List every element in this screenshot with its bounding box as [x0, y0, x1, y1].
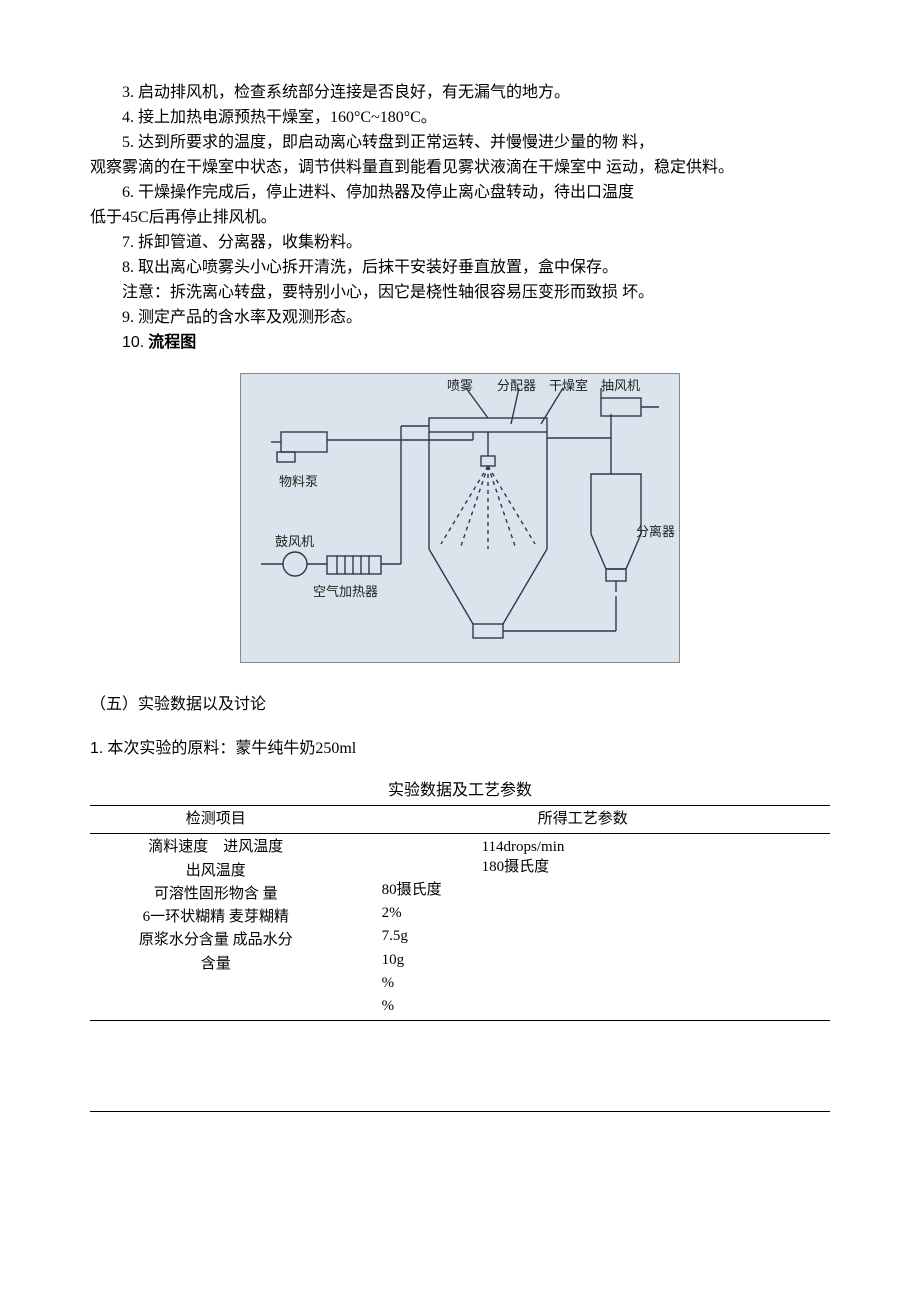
step-8: 8. 取出离心喷雾头小心拆开清洗，后抹干安装好垂直放置，盒中保存。	[90, 256, 830, 280]
table-row: 出风温度	[96, 860, 336, 883]
table-row: 80摄氏度	[382, 879, 824, 902]
diagram-label-spray: 喷雾	[447, 376, 473, 396]
table-row: 7.5g	[382, 925, 824, 948]
flowchart-diagram: 喷雾 分配器 干燥室 抽风机 物料泵 鼓风机 空气加热器 分离器	[240, 373, 680, 663]
table-header-right: 所得工艺参数	[342, 806, 830, 834]
table-row: %	[382, 972, 824, 995]
experiment-material: 1. 本次实验的原料：蒙牛纯牛奶250ml	[90, 737, 830, 761]
table-row: 10g	[382, 949, 824, 972]
step-10-number: 10.	[122, 334, 144, 351]
diagram-label-distributor: 分配器	[497, 376, 536, 396]
table-row: 原浆水分含量 成品水分	[96, 929, 336, 952]
diagram-label-air-heater: 空气加热器	[313, 582, 378, 602]
flowchart-diagram-container: 喷雾 分配器 干燥室 抽风机 物料泵 鼓风机 空气加热器 分离器	[90, 373, 830, 663]
table-row: 含量	[96, 953, 336, 976]
table-header-left: 检测项目	[90, 806, 342, 834]
table-right-column: 114drops/min 180摄氏度 80摄氏度 2% 7.5g 10g % …	[342, 834, 830, 1021]
step-10: 10. 流程图	[90, 331, 830, 355]
table-title: 实验数据及工艺参数	[90, 779, 830, 803]
table-row: %	[382, 995, 824, 1018]
diagram-label-separator: 分离器	[636, 522, 675, 542]
step-5-line2: 观察雾滴的在干燥室中状态，调节供料量直到能看见雾状液滴在干燥室中 运动，稳定供料…	[90, 156, 830, 180]
diagram-label-exhaust-fan: 抽风机	[601, 376, 640, 396]
step-3: 3. 启动排风机，检查系统部分连接是否良好，有无漏气的地方。	[90, 81, 830, 105]
procedure-steps: 3. 启动排风机，检查系统部分连接是否良好，有无漏气的地方。 4. 接上加热电源…	[90, 81, 830, 355]
step-9: 9. 测定产品的含水率及观测形态。	[90, 306, 830, 330]
flowchart-svg	[241, 374, 681, 664]
step-10-label: 流程图	[148, 334, 196, 351]
item1-text: 本次实验的原料：蒙牛纯牛奶250ml	[107, 740, 356, 757]
step-5-line1: 5. 达到所要求的温度，即启动离心转盘到正常运转、并慢慢进少量的物 料，	[90, 131, 830, 155]
table-row: 6一环状糊精 麦芽糊精	[96, 906, 336, 929]
bottom-rule	[90, 1111, 830, 1112]
table-row: 2%	[382, 902, 824, 925]
table-row: 可溶性固形物含 量	[96, 883, 336, 906]
step-4: 4. 接上加热电源预热干燥室，160°C~180°C。	[90, 106, 830, 130]
table-left-column: 滴料速度 进风温度 出风温度 可溶性固形物含 量 6一环状糊精 麦芽糊精 原浆水…	[90, 834, 342, 1021]
diagram-label-material-pump: 物料泵	[279, 472, 318, 492]
step-7: 7. 拆卸管道、分离器，收集粉料。	[90, 231, 830, 255]
table-row: 滴料速度 进风温度	[96, 836, 336, 859]
section-5-heading: （五）实验数据以及讨论	[90, 693, 830, 717]
step-6-line1: 6. 干燥操作完成后，停止进料、停加热器及停止离心盘转动，待出口温度	[90, 181, 830, 205]
step-note: 注意：拆洗离心转盘，要特别小心，因它是桡性轴很容易压变形而致损 坏。	[90, 281, 830, 305]
data-table: 检测项目 所得工艺参数 滴料速度 进风温度 出风温度 可溶性固形物含 量 6一环…	[90, 805, 830, 1021]
data-table-wrap: 实验数据及工艺参数 检测项目 所得工艺参数 滴料速度 进风温度 出风温度 可溶性…	[90, 779, 830, 1112]
item1-number: 1.	[90, 740, 103, 757]
diagram-label-dry-chamber: 干燥室	[549, 376, 588, 396]
diagram-label-blower: 鼓风机	[275, 532, 314, 552]
step-6-line2: 低于45C后再停止排风机。	[90, 206, 830, 230]
table-row: 180摄氏度	[382, 856, 824, 879]
